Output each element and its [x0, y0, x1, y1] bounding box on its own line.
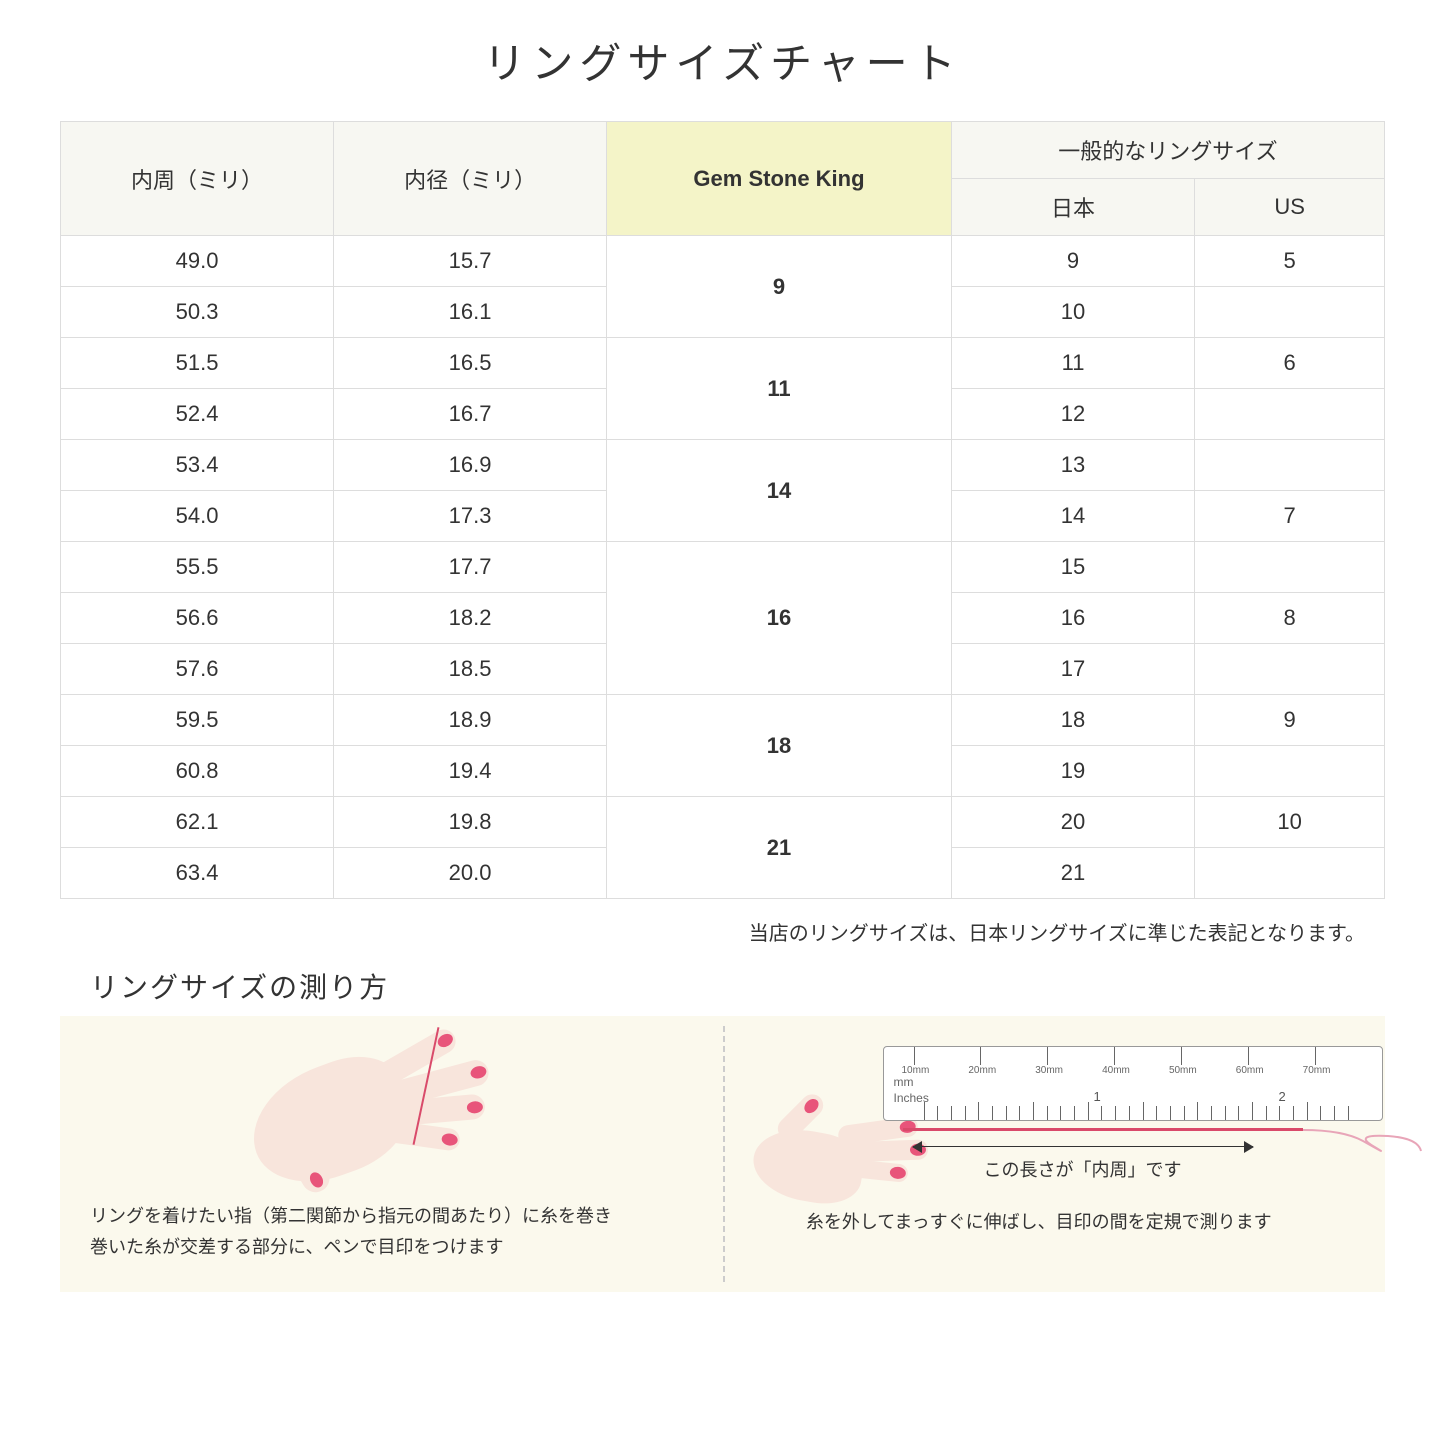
cell-circumference: 53.4: [61, 440, 334, 491]
cell-diameter: 19.4: [334, 746, 607, 797]
cell-gsk: 18: [607, 695, 952, 797]
cell-circumference: 63.4: [61, 848, 334, 899]
cell-circumference: 62.1: [61, 797, 334, 848]
guide-left-text: リングを着けたい指（第二関節から指元の間あたり）に糸を巻き巻いた糸が交差する部分…: [90, 1201, 723, 1262]
cell-us: 6: [1195, 338, 1385, 389]
ruler-mm-label: mm: [894, 1075, 914, 1089]
arrow-label: この長さが「内周」です: [913, 1156, 1253, 1182]
cell-diameter: 16.5: [334, 338, 607, 389]
cell-us: [1195, 746, 1385, 797]
cell-japan: 17: [951, 644, 1194, 695]
cell-circumference: 55.5: [61, 542, 334, 593]
cell-japan: 11: [951, 338, 1194, 389]
table-row: 49.015.7995: [61, 236, 1385, 287]
cell-us: [1195, 644, 1385, 695]
col-diameter: 内径（ミリ）: [334, 122, 607, 236]
guide-right: 10mm20mm30mm40mm50mm60mm70mm mm Inches 1…: [723, 1036, 1356, 1262]
page-title: リングサイズチャート: [60, 30, 1385, 91]
cell-diameter: 20.0: [334, 848, 607, 899]
thread-curl-icon: [1303, 1116, 1423, 1166]
table-row: 62.119.8212010: [61, 797, 1385, 848]
cell-diameter: 17.3: [334, 491, 607, 542]
cell-us: 5: [1195, 236, 1385, 287]
cell-us: [1195, 848, 1385, 899]
cell-gsk: 14: [607, 440, 952, 542]
col-gsk: Gem Stone King: [607, 122, 952, 236]
cell-diameter: 18.5: [334, 644, 607, 695]
cell-japan: 12: [951, 389, 1194, 440]
cell-gsk: 21: [607, 797, 952, 899]
cell-diameter: 17.7: [334, 542, 607, 593]
cell-japan: 9: [951, 236, 1194, 287]
cell-us: 8: [1195, 593, 1385, 644]
cell-circumference: 60.8: [61, 746, 334, 797]
col-general: 一般的なリングサイズ: [951, 122, 1384, 179]
cell-us: [1195, 389, 1385, 440]
table-row: 53.416.91413: [61, 440, 1385, 491]
measure-subtitle: リングサイズの測り方: [90, 966, 1385, 1006]
table-row: 55.517.71615: [61, 542, 1385, 593]
cell-japan: 10: [951, 287, 1194, 338]
ruler-icon: 10mm20mm30mm40mm50mm60mm70mm mm Inches 1…: [763, 1046, 1356, 1196]
cell-us: [1195, 440, 1385, 491]
measure-arrow: [913, 1146, 1253, 1147]
cell-circumference: 57.6: [61, 644, 334, 695]
cell-us: [1195, 542, 1385, 593]
cell-circumference: 49.0: [61, 236, 334, 287]
cell-circumference: 56.6: [61, 593, 334, 644]
cell-japan: 14: [951, 491, 1194, 542]
cell-circumference: 54.0: [61, 491, 334, 542]
thread-icon: [903, 1128, 1303, 1131]
cell-diameter: 16.1: [334, 287, 607, 338]
cell-us: 9: [1195, 695, 1385, 746]
cell-japan: 20: [951, 797, 1194, 848]
measure-guide: リングを着けたい指（第二関節から指元の間あたり）に糸を巻き巻いた糸が交差する部分…: [60, 1016, 1385, 1292]
cell-us: 10: [1195, 797, 1385, 848]
cell-diameter: 15.7: [334, 236, 607, 287]
cell-diameter: 19.8: [334, 797, 607, 848]
cell-us: 7: [1195, 491, 1385, 542]
cell-japan: 19: [951, 746, 1194, 797]
size-note: 当店のリングサイズは、日本リングサイズに準じた表記となります。: [60, 917, 1385, 946]
table-row: 59.518.918189: [61, 695, 1385, 746]
cell-us: [1195, 287, 1385, 338]
cell-circumference: 50.3: [61, 287, 334, 338]
cell-japan: 13: [951, 440, 1194, 491]
ring-size-table: 内周（ミリ） 内径（ミリ） Gem Stone King 一般的なリングサイズ …: [60, 121, 1385, 899]
guide-right-text: 糸を外してまっすぐに伸ばし、目印の間を定規で測ります: [723, 1208, 1356, 1234]
table-row: 51.516.511116: [61, 338, 1385, 389]
cell-diameter: 16.7: [334, 389, 607, 440]
col-us: US: [1195, 179, 1385, 236]
cell-japan: 18: [951, 695, 1194, 746]
cell-japan: 21: [951, 848, 1194, 899]
guide-left: リングを着けたい指（第二関節から指元の間あたり）に糸を巻き巻いた糸が交差する部分…: [90, 1036, 723, 1262]
cell-circumference: 51.5: [61, 338, 334, 389]
cell-diameter: 18.2: [334, 593, 607, 644]
cell-gsk: 9: [607, 236, 952, 338]
hand-wrap-icon: [230, 1016, 510, 1196]
cell-circumference: 52.4: [61, 389, 334, 440]
col-circumference: 内周（ミリ）: [61, 122, 334, 236]
cell-diameter: 16.9: [334, 440, 607, 491]
cell-japan: 16: [951, 593, 1194, 644]
cell-circumference: 59.5: [61, 695, 334, 746]
cell-gsk: 16: [607, 542, 952, 695]
col-japan: 日本: [951, 179, 1194, 236]
cell-japan: 15: [951, 542, 1194, 593]
cell-gsk: 11: [607, 338, 952, 440]
cell-diameter: 18.9: [334, 695, 607, 746]
